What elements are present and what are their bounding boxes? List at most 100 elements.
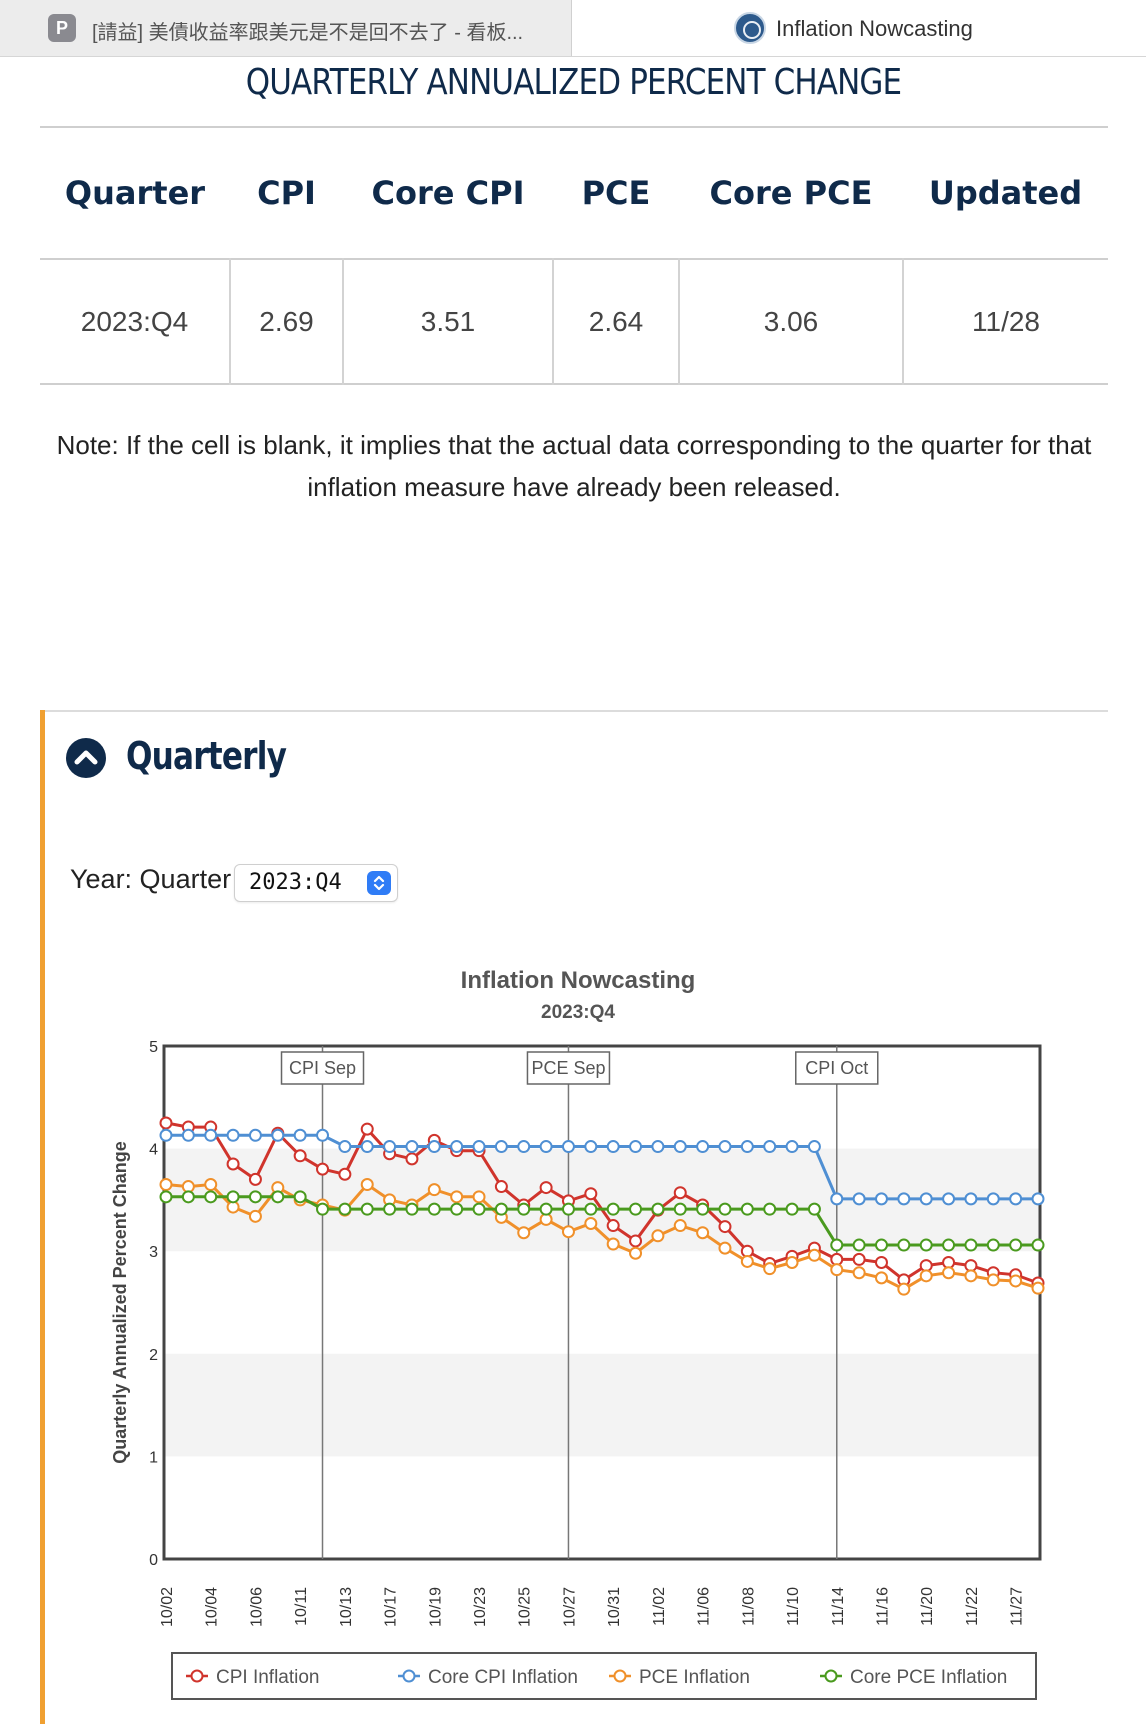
- data-point: [763, 1140, 777, 1154]
- data-point: [807, 1140, 821, 1154]
- data-point: [874, 1238, 888, 1252]
- data-point: [316, 1128, 330, 1142]
- data-point: [1009, 1238, 1023, 1252]
- data-point: [159, 1116, 173, 1130]
- event-label: CPI Oct: [805, 1058, 868, 1078]
- x-tick-label: 10/25: [517, 1587, 534, 1627]
- data-point: [629, 1140, 643, 1154]
- data-point: [1031, 1238, 1045, 1252]
- data-point: [785, 1140, 799, 1154]
- data-point: [785, 1255, 799, 1269]
- data-point: [517, 1226, 531, 1240]
- data-point: [830, 1263, 844, 1277]
- data-point: [606, 1237, 620, 1251]
- data-point: [897, 1192, 911, 1206]
- event-label: PCE Sep: [531, 1058, 605, 1078]
- data-point: [830, 1238, 844, 1252]
- legend-box: [171, 1652, 1037, 1700]
- data-point: [1009, 1274, 1023, 1288]
- data-point: [360, 1140, 374, 1154]
- column-header-core-pce: Core PCE: [709, 174, 873, 212]
- data-point: [405, 1140, 419, 1154]
- legend-marker: [824, 1669, 838, 1683]
- data-point: [293, 1128, 307, 1142]
- data-point: [427, 1140, 441, 1154]
- y-tick-label: 0: [149, 1552, 158, 1569]
- data-point: [316, 1202, 330, 1216]
- nowcast-table: Quarter CPI Core CPI PCE Core PCE Update…: [40, 128, 1108, 385]
- data-point: [919, 1192, 933, 1206]
- collapse-chevron-up-icon[interactable]: [66, 738, 106, 778]
- data-point: [226, 1128, 240, 1142]
- data-point: [942, 1192, 956, 1206]
- column-header-core-cpi: Core CPI: [371, 174, 525, 212]
- cell-updated: 11/28: [902, 259, 1108, 384]
- year-quarter-select[interactable]: 2023:Q4: [234, 864, 398, 902]
- data-point: [181, 1190, 195, 1204]
- data-point: [629, 1246, 643, 1260]
- data-point: [986, 1273, 1000, 1287]
- data-point: [673, 1186, 687, 1200]
- data-point: [271, 1128, 285, 1142]
- chart-svg: Inflation Nowcasting 2023:Q4 0 1 2 3 4 5 Quarter…: [110, 967, 1045, 1700]
- data-point: [986, 1192, 1000, 1206]
- tab-ptt[interactable]: P [請益] 美債收益率跟美元是不是回不去了 - 看板...: [0, 0, 572, 56]
- data-point: [494, 1180, 508, 1194]
- data-point: [651, 1202, 665, 1216]
- data-point: [338, 1202, 352, 1216]
- cell-cpi: 2.69: [229, 259, 343, 384]
- data-point: [874, 1192, 888, 1206]
- series-line: [166, 1133, 1038, 1201]
- data-point: [494, 1202, 508, 1216]
- data-point: [338, 1140, 352, 1154]
- data-point: [584, 1187, 598, 1201]
- data-point: [763, 1262, 777, 1276]
- chart-subtitle: 2023:Q4: [541, 1002, 615, 1023]
- data-point: [718, 1220, 732, 1234]
- data-point: [226, 1157, 240, 1171]
- data-point: [673, 1202, 687, 1216]
- data-point: [405, 1202, 419, 1216]
- column-header-quarter: Quarter: [64, 174, 206, 212]
- data-point: [718, 1140, 732, 1154]
- data-point: [651, 1140, 665, 1154]
- data-point: [450, 1140, 464, 1154]
- data-point: [696, 1202, 710, 1216]
- tab-title: [請益] 美債收益率跟美元是不是回不去了 - 看板...: [92, 22, 524, 44]
- data-point: [852, 1238, 866, 1252]
- data-point: [561, 1225, 575, 1239]
- y-tick-label: 4: [149, 1142, 158, 1159]
- panel-title[interactable]: Quarterly: [126, 734, 287, 778]
- data-point: [629, 1234, 643, 1248]
- data-point: [986, 1238, 1000, 1252]
- legend-marker: [190, 1669, 204, 1683]
- quarterly-panel: [40, 710, 1108, 1724]
- data-point: [204, 1178, 218, 1192]
- x-tick-label: 11/06: [696, 1587, 713, 1626]
- tab-inflation-nowcasting[interactable]: Inflation Nowcasting: [572, 0, 1146, 56]
- data-point: [494, 1140, 508, 1154]
- data-point: [360, 1178, 374, 1192]
- data-point: [159, 1190, 173, 1204]
- data-point: [517, 1202, 531, 1216]
- x-tick-label: 10/13: [338, 1587, 355, 1627]
- data-point: [584, 1216, 598, 1230]
- y-tick-label: 2: [149, 1347, 158, 1364]
- data-point: [673, 1219, 687, 1233]
- data-point: [450, 1190, 464, 1204]
- x-tick-label: 10/06: [248, 1587, 265, 1627]
- x-tick-label: 11/14: [830, 1587, 847, 1626]
- data-point: [919, 1269, 933, 1283]
- data-point: [852, 1266, 866, 1280]
- select-value: 2023:Q4: [249, 870, 342, 895]
- x-tick-label: 10/11: [293, 1587, 310, 1626]
- data-point: [740, 1140, 754, 1154]
- data-point: [807, 1248, 821, 1262]
- data-point: [517, 1140, 531, 1154]
- x-tick-label: 11/08: [740, 1587, 757, 1626]
- data-point: [673, 1140, 687, 1154]
- legend-label: Core CPI Inflation: [428, 1667, 578, 1688]
- divider: [40, 126, 1108, 128]
- table-row: 2023:Q4 2.69 3.51 2.64 3.06 11/28: [40, 259, 1108, 384]
- data-point: [204, 1190, 218, 1204]
